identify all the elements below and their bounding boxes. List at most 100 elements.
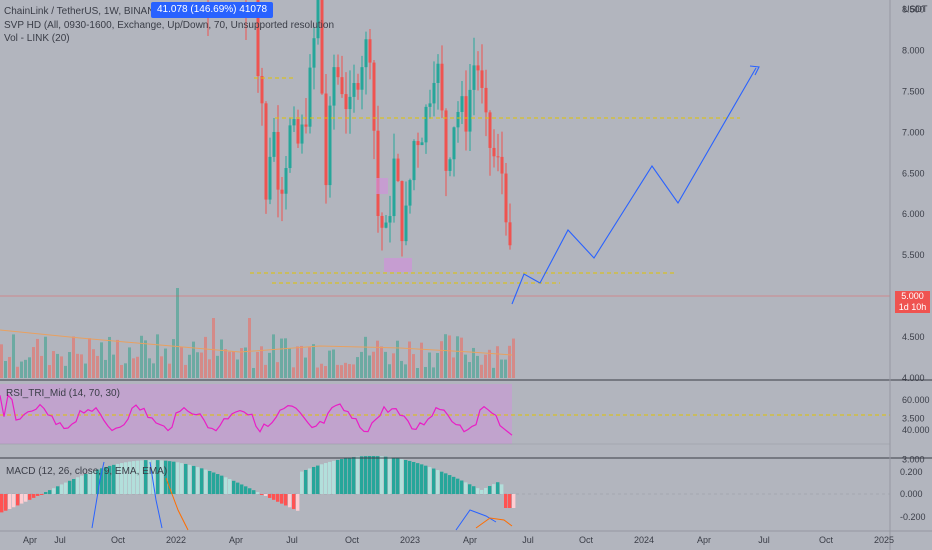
volume-bar: [72, 336, 75, 378]
volume-bar: [252, 367, 255, 378]
volume-bar: [440, 341, 443, 378]
macd-histogram-bar: [324, 463, 328, 494]
macd-histogram-bar: [84, 474, 88, 494]
macd-histogram-bar: [360, 456, 364, 494]
svp-legend[interactable]: SVP HD (All, 0930-1600, Exchange, Up/Dow…: [4, 20, 335, 31]
rsi-legend[interactable]: RSI_TRI_Mid (14, 70, 30): [6, 388, 120, 399]
volume-bar: [416, 367, 419, 378]
candle-body: [304, 124, 308, 127]
macd-legend[interactable]: MACD (12, 26, close, 9, EMA, EMA): [6, 466, 168, 477]
volume-bar: [408, 341, 411, 378]
candle-body: [440, 63, 444, 111]
volume-bar: [384, 351, 387, 378]
macd-line: [149, 461, 163, 529]
macd-histogram-bar: [148, 460, 152, 494]
volume-bar: [344, 362, 347, 378]
macd-histogram-bar: [464, 482, 468, 494]
volume-bar: [172, 339, 175, 378]
rsi-axis-label: 40.000: [902, 425, 930, 435]
macd-histogram-bar: [472, 486, 476, 494]
time-axis-label: Jul: [286, 535, 298, 545]
volume-bar: [24, 359, 27, 378]
volume-bar: [420, 342, 423, 378]
candle-body: [496, 156, 500, 158]
macd-histogram-bar: [168, 461, 172, 494]
volume-bar: [304, 357, 307, 378]
candle-body: [280, 189, 284, 194]
macd-histogram-bar: [68, 480, 72, 494]
candle-body: [376, 130, 380, 216]
volume-bar: [432, 367, 435, 378]
volume-bar: [164, 348, 167, 378]
volume-bar: [212, 318, 215, 378]
volume-bar: [104, 359, 107, 378]
candle-body: [256, 0, 260, 77]
time-axis-label: Oct: [579, 535, 594, 545]
measure-tooltip: 41.078 (146.69%) 41078: [151, 2, 274, 18]
macd-histogram-bar: [348, 457, 352, 494]
macd-histogram-bar: [16, 494, 20, 506]
time-axis-label: Apr: [23, 535, 37, 545]
volume-bar: [388, 364, 391, 378]
macd-histogram-bar: [92, 471, 96, 494]
price-axis-label: 6.000: [902, 209, 925, 219]
time-axis-label: 2024: [634, 535, 654, 545]
candle-body: [388, 216, 392, 223]
volume-bar: [444, 334, 447, 378]
macd-histogram-bar: [436, 470, 440, 494]
price-axis-label: 4.000: [902, 373, 925, 383]
macd-histogram-bar: [340, 459, 344, 494]
rsi-axis-label: 60.000: [902, 395, 930, 405]
macd-histogram-bar: [392, 457, 396, 494]
macd-histogram-bar: [64, 482, 68, 494]
macd-histogram-bar: [236, 482, 240, 494]
volume-bar: [156, 334, 159, 378]
macd-histogram-bar: [404, 459, 408, 494]
candle-body: [448, 159, 452, 171]
volume-bar: [180, 346, 183, 378]
macd-histogram-bar: [276, 494, 280, 502]
volume-bar: [44, 336, 47, 378]
volume-bar: [84, 363, 87, 378]
candle-body: [288, 125, 292, 169]
macd-histogram-bar: [420, 464, 424, 494]
macd-histogram-bar: [456, 478, 460, 494]
macd-histogram-bar: [172, 461, 176, 494]
macd-histogram-bar: [224, 477, 228, 494]
volume-bar: [436, 352, 439, 378]
macd-histogram-bar: [500, 484, 504, 494]
volume-bar: [376, 340, 379, 378]
candle-body: [436, 63, 440, 83]
macd-histogram-bar: [372, 456, 376, 494]
volume-bar: [512, 338, 515, 378]
volume-bar: [320, 363, 323, 378]
candle-body: [456, 111, 460, 128]
symbol-legend[interactable]: ChainLink / TetherUS, 1W, BINANCE: [4, 6, 169, 17]
volume-bar: [248, 318, 251, 378]
overlays: [0, 65, 890, 305]
macd-histogram-bar: [208, 471, 212, 494]
macd-histogram-bar: [140, 460, 144, 494]
price-axis-label: 3.500: [902, 414, 925, 424]
candle-body: [268, 156, 272, 200]
macd-histogram-bar: [480, 489, 484, 494]
volume-bar: [224, 349, 227, 378]
volume-bar: [8, 356, 11, 378]
volume-bar: [184, 364, 187, 378]
macd-histogram-bar: [268, 494, 272, 498]
volume-bar: [140, 335, 143, 378]
volume-bar: [64, 365, 67, 378]
macd-histogram-bar: [364, 456, 368, 494]
price-axis-label: 6.500: [902, 168, 925, 178]
candle-body: [296, 119, 300, 144]
macd-axis-label: -0.200: [900, 512, 926, 522]
macd-histogram-bar: [264, 494, 268, 496]
macd-histogram-bar: [328, 461, 332, 494]
time-axis-label: 2022: [166, 535, 186, 545]
macd-histogram-bar: [412, 461, 416, 494]
candle-body: [284, 168, 288, 194]
candle-body: [340, 77, 344, 95]
volume-legend[interactable]: Vol - LINK (20): [4, 33, 70, 44]
